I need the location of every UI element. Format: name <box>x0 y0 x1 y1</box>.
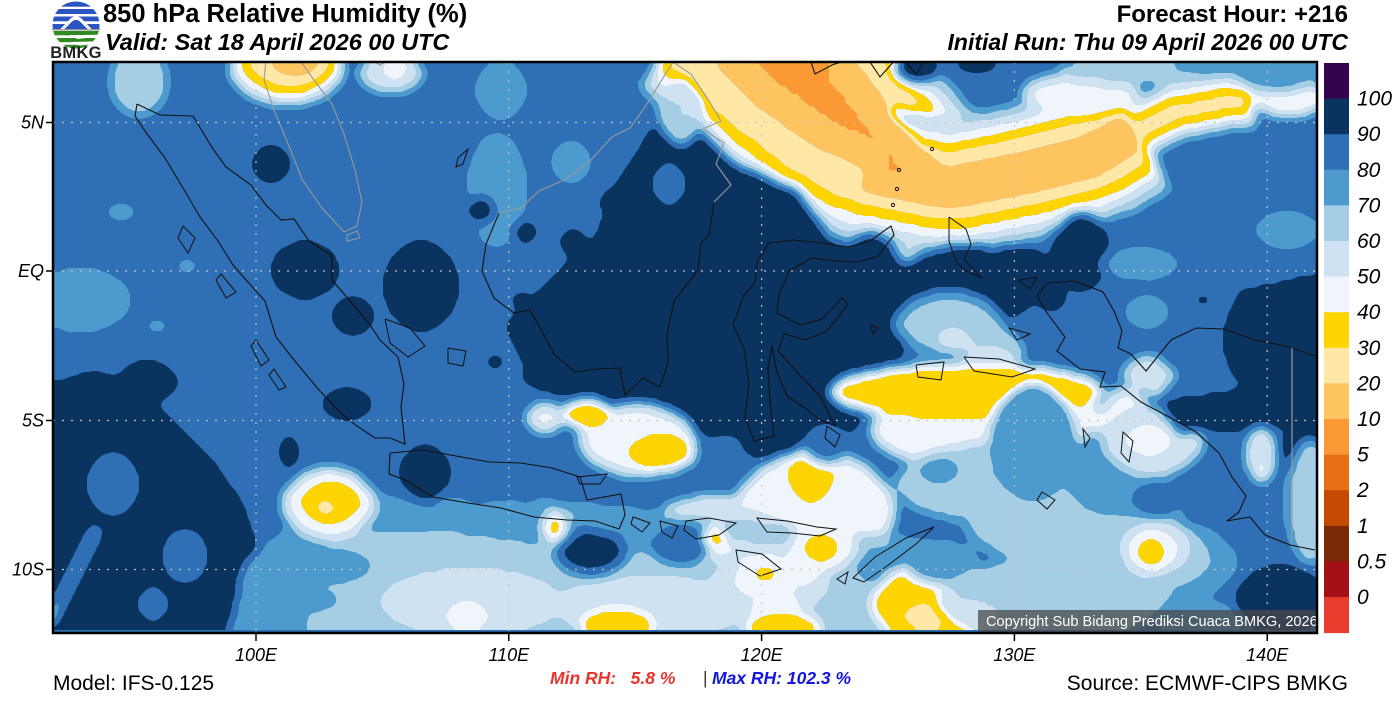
svg-text:|: | <box>703 668 708 688</box>
svg-text:110E: 110E <box>488 645 530 665</box>
svg-text:10S: 10S <box>12 560 44 580</box>
svg-text:Copyright Sub Bidang Prediksi: Copyright Sub Bidang Prediksi Cuaca BMKG… <box>986 614 1318 630</box>
svg-text:1: 1 <box>1357 515 1369 538</box>
svg-text:EQ: EQ <box>18 261 44 281</box>
svg-text:850 hPa Relative Humidity (%): 850 hPa Relative Humidity (%) <box>103 0 467 28</box>
svg-text:140E: 140E <box>1246 645 1289 665</box>
svg-text:5N: 5N <box>21 113 45 133</box>
svg-text:20: 20 <box>1356 372 1381 395</box>
svg-text:Model: IFS-0.125: Model: IFS-0.125 <box>53 672 214 695</box>
svg-text:80: 80 <box>1357 159 1381 182</box>
svg-text:5: 5 <box>1357 444 1369 467</box>
svg-text:30: 30 <box>1357 337 1381 360</box>
svg-text:100E: 100E <box>235 645 278 665</box>
svg-text:40: 40 <box>1357 301 1381 324</box>
svg-text:Max RH: 102.3 %: Max RH: 102.3 % <box>712 668 852 688</box>
svg-text:0.5: 0.5 <box>1357 550 1387 573</box>
svg-text:50: 50 <box>1357 266 1381 289</box>
svg-text:2: 2 <box>1356 479 1369 502</box>
svg-text:Forecast Hour: +216: Forecast Hour: +216 <box>1117 1 1348 28</box>
svg-text:Valid: Sat 18 April 2026 00 UT: Valid: Sat 18 April 2026 00 UTC <box>105 29 450 55</box>
svg-text:Min RH: 5.8 %: Min RH: 5.8 % <box>550 668 676 688</box>
svg-text:5S: 5S <box>22 411 44 431</box>
svg-text:Initial Run: Thu 09 April 2026: Initial Run: Thu 09 April 2026 00 UTC <box>948 29 1349 55</box>
svg-text:Source: ECMWF-CIPS BMKG: Source: ECMWF-CIPS BMKG <box>1067 672 1348 695</box>
svg-text:100: 100 <box>1357 88 1392 111</box>
svg-text:130E: 130E <box>993 645 1036 665</box>
svg-text:70: 70 <box>1357 194 1381 217</box>
svg-text:10: 10 <box>1357 408 1381 431</box>
svg-text:BMKG: BMKG <box>50 44 102 62</box>
svg-text:0: 0 <box>1357 586 1369 609</box>
svg-text:90: 90 <box>1357 123 1381 146</box>
svg-text:60: 60 <box>1357 230 1381 253</box>
svg-text:120E: 120E <box>741 645 784 665</box>
